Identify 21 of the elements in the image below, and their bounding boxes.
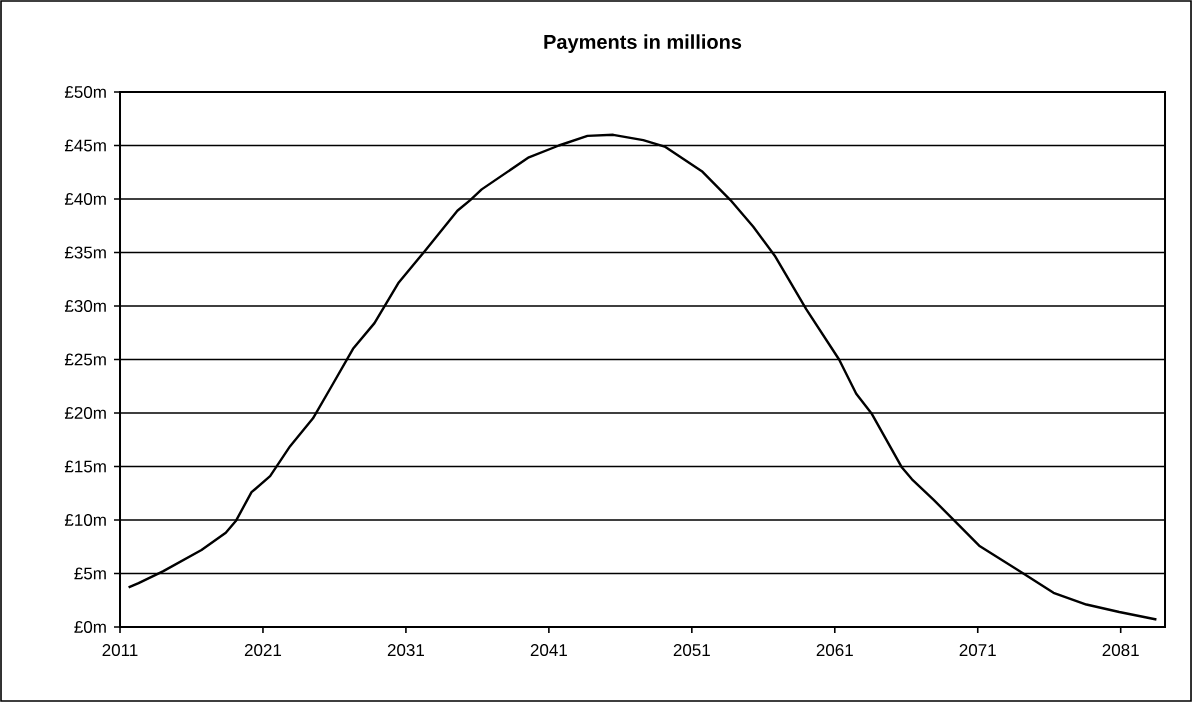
line-series	[127, 133, 1158, 621]
chart-title: Payments in millions	[544, 34, 742, 53]
y-tick-label: £20m	[64, 407, 106, 420]
y-tick-label: £35m	[64, 246, 106, 259]
y-tick-label: £15m	[64, 460, 106, 473]
x-tick-label: 2011	[102, 644, 138, 657]
x-tick-label: 2031	[387, 644, 424, 657]
x-tick-label: 2051	[673, 644, 710, 657]
y-tick-label: £50m	[64, 86, 106, 99]
y-tick-label: £0m	[74, 620, 106, 634]
y-tick-label: £40m	[64, 193, 106, 206]
y-tick-label: £45m	[64, 139, 106, 152]
x-tick-label: 2081	[1102, 644, 1139, 657]
x-tick-label: 2071	[959, 644, 996, 657]
x-tick-label: 2041	[530, 644, 567, 657]
y-tick-label: £10m	[64, 513, 106, 527]
y-tick-label: £30m	[64, 300, 106, 313]
x-tick-label: 2021	[244, 644, 282, 657]
y-tick-label: £25m	[64, 353, 106, 366]
y-tick-label: £5m	[74, 567, 106, 580]
x-tick-label: 2061	[816, 644, 853, 657]
